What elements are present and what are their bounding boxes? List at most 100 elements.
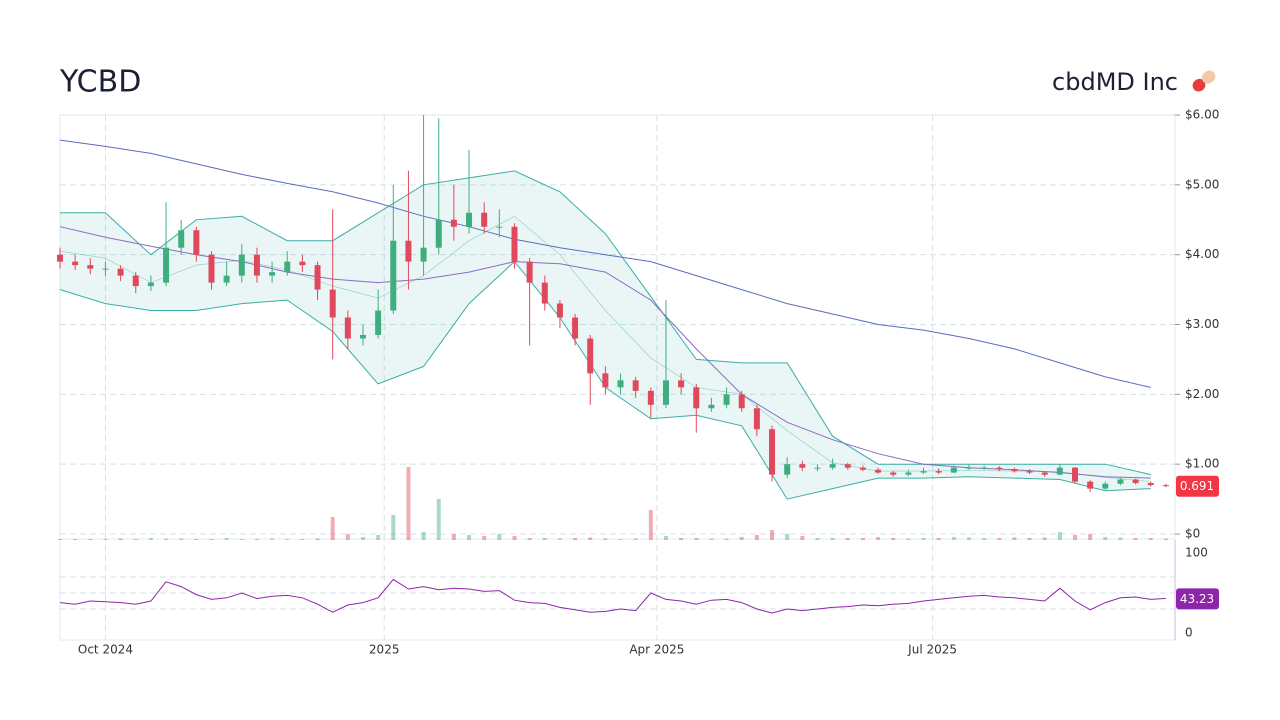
- candle-body: [193, 230, 200, 255]
- candle-body: [799, 464, 806, 468]
- y-tick-label: $2.00: [1185, 387, 1219, 401]
- last-price-badge: [1176, 475, 1219, 497]
- volume-bar: [1148, 538, 1153, 540]
- candle-body: [814, 467, 821, 469]
- volume-bar: [633, 538, 638, 540]
- candle-body: [875, 469, 882, 473]
- volume-bar: [118, 538, 123, 540]
- volume-bar: [330, 517, 335, 540]
- candle-body: [738, 394, 745, 409]
- candle-body: [632, 380, 639, 391]
- y-tick-label: $1.00: [1185, 457, 1219, 471]
- pill-half: [1192, 78, 1206, 92]
- x-tick-label: Jul 2025: [907, 643, 957, 657]
- volume-bar: [770, 530, 775, 540]
- candle-body: [556, 303, 563, 318]
- volume-bar: [300, 539, 305, 540]
- volume-bar: [391, 515, 396, 540]
- candle-body: [1072, 467, 1079, 482]
- volume-bar: [800, 536, 805, 540]
- volume-bar: [421, 532, 426, 540]
- volume-bar: [876, 537, 881, 540]
- rsi-value-label: 43.23: [1180, 592, 1214, 606]
- volume-bar: [1103, 537, 1108, 540]
- volume-bar: [860, 538, 865, 540]
- volume-bar: [436, 499, 441, 540]
- last-price-label: 0.691: [1180, 479, 1214, 493]
- volume-bar: [467, 535, 472, 540]
- candle-body: [572, 317, 579, 339]
- volume-bar: [58, 539, 62, 540]
- volume-bar: [648, 510, 653, 540]
- candle-body: [950, 467, 957, 473]
- volume-bar: [694, 538, 699, 540]
- rsi-tick-label: 100: [1185, 546, 1208, 560]
- y-tick-label: $4.00: [1185, 247, 1219, 261]
- candle-body: [859, 467, 866, 470]
- volume-bar: [451, 534, 456, 540]
- candle-body: [1026, 471, 1033, 473]
- bollinger-upper: [60, 170, 1151, 476]
- candle-body: [420, 247, 427, 262]
- volume-bar: [1133, 538, 1138, 540]
- candle-body: [314, 265, 321, 290]
- volume-bar: [1027, 538, 1032, 540]
- candle-body: [102, 268, 109, 270]
- y-tick-label: $5.00: [1185, 177, 1219, 191]
- volume-bar: [497, 534, 502, 540]
- volume-bar: [224, 538, 229, 540]
- candle-body: [72, 261, 79, 266]
- candle-body: [541, 282, 548, 304]
- volume-bar: [618, 539, 623, 540]
- candle-body: [359, 334, 366, 339]
- volume-bar: [1088, 534, 1093, 540]
- volume-bar: [164, 538, 169, 540]
- volume-bar: [133, 539, 138, 540]
- candle-body: [844, 464, 851, 468]
- volume-bar: [557, 538, 562, 540]
- candle-body: [435, 219, 442, 248]
- volume-bar: [906, 538, 911, 540]
- candle-body: [708, 404, 715, 409]
- candle-body: [405, 240, 412, 262]
- candle-body: [981, 467, 988, 469]
- y-tick-label: $3.00: [1185, 317, 1219, 331]
- volume-bar: [1073, 535, 1078, 540]
- volume-bar: [891, 538, 896, 540]
- candle-body: [1041, 472, 1048, 475]
- volume-bar: [239, 539, 244, 540]
- candle-body: [829, 464, 836, 468]
- candle-body: [769, 429, 776, 475]
- volume-bar: [148, 538, 153, 540]
- candle-body: [965, 467, 972, 469]
- volume-bar: [588, 537, 593, 540]
- volume-bar: [951, 537, 956, 540]
- candle-body: [344, 317, 351, 339]
- rsi-line: [59, 578, 1166, 614]
- candle-body: [147, 282, 154, 287]
- candle-body: [1117, 479, 1124, 484]
- candle-body: [450, 219, 457, 227]
- volume-bar: [88, 539, 93, 540]
- candle-body: [647, 390, 654, 405]
- candle-body: [935, 471, 942, 473]
- volume-bar: [1012, 537, 1017, 540]
- candle-body: [693, 387, 700, 409]
- volume-bar: [679, 538, 684, 540]
- x-tick-label: 2025: [369, 643, 400, 657]
- volume-bar: [1163, 538, 1168, 540]
- rsi-tick-label: 0: [1185, 626, 1193, 640]
- candle-body: [238, 254, 245, 276]
- candle-body: [284, 261, 291, 273]
- bollinger-fill: [60, 170, 1151, 500]
- candle-body: [1011, 469, 1018, 472]
- company-name: cbdMD Inc: [1052, 68, 1178, 96]
- candle-body: [753, 408, 760, 430]
- candle-body: [784, 464, 791, 475]
- plot-frame: [59, 114, 1176, 641]
- candle-body: [1162, 485, 1169, 487]
- volume-bar: [1057, 532, 1062, 540]
- volume-bar: [285, 539, 290, 540]
- candle-body: [678, 380, 685, 388]
